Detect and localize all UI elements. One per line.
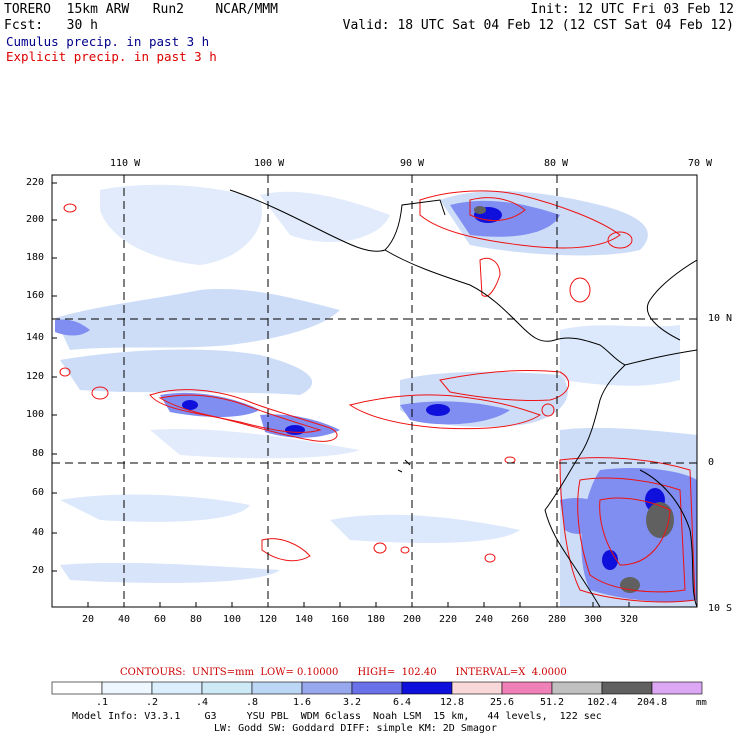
colorbar-label: 1.6 [293,697,312,708]
y-tick-label: 40 [32,527,45,538]
colorbar [51,681,703,695]
colorbar-label: 102.4 [587,697,618,708]
x-tick-label: 20 [82,614,95,625]
y-tick-label: 60 [32,487,45,498]
graticule [52,175,697,607]
x-tick-label: 220 [439,614,458,625]
colorbar-label: 6.4 [393,697,412,708]
lon-label-80w: 80 W [544,158,569,169]
colorbar-label: 3.2 [343,697,362,708]
colorbar-unit: mm [696,698,707,708]
colorbar-swatch [301,681,353,695]
colorbar-swatch [151,681,203,695]
colorbar-swatch [401,681,453,695]
x-tick-label: 200 [403,614,422,625]
y-tick-label: 20 [32,565,45,576]
colorbar-swatch [351,681,403,695]
model-title: TORERO 15km ARW Run2 NCAR/MMM [4,2,278,17]
y-tick-label: 220 [26,177,45,188]
x-tick-label: 120 [259,614,278,625]
x-tick-label: 160 [331,614,350,625]
colorbar-swatch [551,681,603,695]
forecast-hour: Fcst: 30 h [4,18,98,33]
x-tick-label: 320 [620,614,639,625]
colorbar-label: 51.2 [540,697,565,708]
y-tick-label: 120 [26,371,45,382]
cumulus-legend: Cumulus precip. in past 3 h [6,34,210,49]
colorbar-label: 204.8 [637,697,668,708]
colorbar-swatch [451,681,503,695]
explicit-precip-contours [59,190,696,603]
colorbar-label: 12.8 [440,697,465,708]
x-ticks [87,602,630,607]
y-ticks [52,182,57,572]
lon-label-100w: 100 W [254,158,285,169]
lon-label-70w: 70 W [688,158,713,169]
map-frame [51,174,698,608]
x-tick-label: 280 [548,614,567,625]
y-tick-label: 160 [26,290,45,301]
y-tick-label: 200 [26,214,45,225]
y-tick-label: 180 [26,252,45,263]
lon-label-90w: 90 W [400,158,425,169]
x-tick-label: 140 [295,614,314,625]
x-tick-label: 240 [475,614,494,625]
lat-label-10s: 10 S [708,603,733,614]
colorbar-label: .1 [96,697,109,708]
init-time: Init: 12 UTC Fri 03 Feb 12 [530,2,735,17]
colorbar-swatch [651,681,703,695]
contour-info: CONTOURS: UNITS=mm LOW= 0.10000 HIGH= 10… [120,667,567,678]
colorbar-swatch [601,681,653,695]
valid-time: Valid: 18 UTC Sat 04 Feb 12 (12 CST Sat … [342,18,734,33]
x-tick-label: 60 [154,614,167,625]
x-tick-label: 300 [584,614,603,625]
y-tick-label: 80 [32,448,45,459]
lon-label-110w: 110 W [110,158,141,169]
x-tick-label: 40 [118,614,131,625]
colorbar-swatch [51,681,103,695]
colorbar-label: .4 [196,697,209,708]
colorbar-swatch [201,681,253,695]
y-tick-label: 140 [26,332,45,343]
y-tick-label: 100 [26,409,45,420]
lat-label-10n: 10 N [708,313,733,324]
colorbar-swatch [101,681,153,695]
colorbar-label: .2 [146,697,159,708]
lat-label-0: 0 [708,457,715,468]
x-tick-label: 100 [223,614,242,625]
coastlines [229,189,697,607]
colorbar-swatch [501,681,553,695]
x-tick-label: 260 [511,614,530,625]
physics-info: LW: Godd SW: Goddard DIFF: simple KM: 2D… [214,723,497,734]
colorbar-label: .8 [246,697,259,708]
x-tick-label: 180 [367,614,386,625]
colorbar-label: 25.6 [490,697,515,708]
x-tick-label: 80 [190,614,203,625]
explicit-legend: Explicit precip. in past 3 h [6,49,217,64]
colorbar-swatch [251,681,303,695]
model-info: Model Info: V3.3.1 G3 YSU PBL WDM 6class… [72,711,602,722]
